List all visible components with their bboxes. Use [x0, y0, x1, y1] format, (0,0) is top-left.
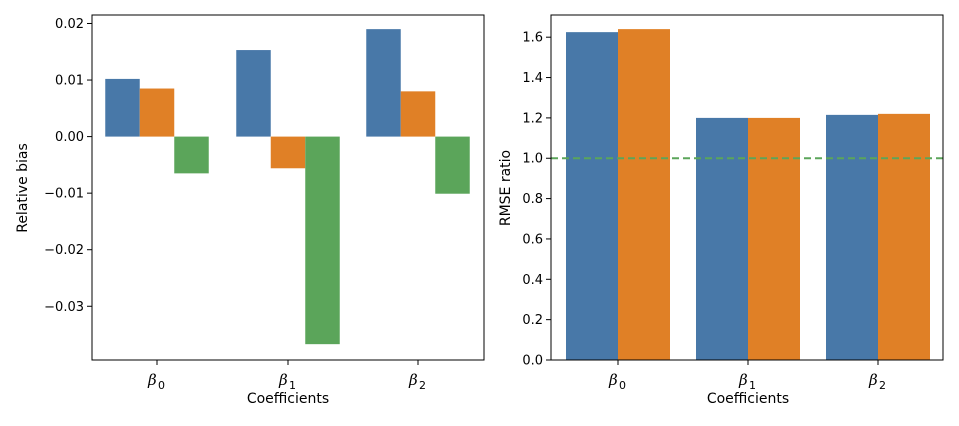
left-ytick-label: −0.01	[44, 187, 84, 202]
right-bar-series-1-cat2	[826, 114, 878, 360]
relative-bias-chart: Relative bias Coefficients −0.03−0.02−0.…	[15, 14, 485, 407]
left-ytick-label: 0.01	[55, 74, 84, 89]
right-xtick-label: β	[868, 371, 878, 389]
left-bar-series-1-cat2	[366, 29, 401, 137]
left-bar-series-3-cat1	[305, 136, 340, 345]
right-bar-series-2-cat1	[748, 117, 800, 360]
right-ytick-label: 0.6	[522, 232, 543, 247]
left-plot-frame	[91, 14, 485, 361]
left-xtick-subscript: 0	[158, 379, 165, 392]
left-bar-series-2-cat1	[270, 136, 306, 169]
right-bar-series-2-cat2	[878, 113, 930, 360]
left-bar-series-2-cat2	[400, 91, 436, 137]
left-ytick-label: 0.02	[55, 17, 84, 32]
right-ytick-label: 0.8	[522, 192, 543, 207]
right-bars	[566, 29, 930, 361]
right-ylabel: RMSE ratio	[498, 150, 514, 226]
left-xtick-subscript: 2	[419, 379, 426, 392]
right-xtick-label: β	[738, 371, 748, 389]
right-ytick-label: 0.0	[522, 354, 543, 369]
right-xlabel: Coefficients	[707, 391, 789, 407]
right-plot-frame	[550, 14, 944, 361]
left-xlabel: Coefficients	[247, 391, 329, 407]
right-xtick-subscript: 0	[619, 379, 626, 392]
left-xtick-label: β	[278, 371, 288, 389]
left-bar-series-3-cat2	[435, 136, 470, 194]
rmse-ratio-chart: RMSE ratio Coefficients 0.0 0.2 0.4 0.6 0.8 1…	[498, 14, 944, 407]
left-ytick-label: −0.03	[44, 300, 84, 315]
left-bar-series-2-cat0	[139, 88, 175, 137]
right-bar-series-1-cat1	[696, 117, 748, 360]
right-bar-series-2-cat0	[618, 29, 670, 361]
left-xtick-subscript: 1	[289, 379, 296, 392]
left-ylabel: Relative bias	[15, 143, 31, 233]
right-ytick-label: 0.4	[522, 273, 543, 288]
right-ytick-label: 1.6	[522, 31, 543, 46]
right-xtick-label: β	[608, 371, 618, 389]
left-ytick-label: −0.02	[44, 243, 84, 258]
left-bar-series-1-cat1	[236, 50, 271, 137]
right-ytick-label: 1.0	[522, 152, 543, 167]
right-ytick-label: 1.4	[522, 71, 543, 86]
left-y-ticks: −0.03 −0.02 −0.01 0.00 0.01 0.02	[44, 17, 92, 315]
left-ytick-label: 0.00	[55, 130, 84, 145]
right-bar-series-1-cat0	[566, 32, 618, 361]
right-ytick-label: 0.2	[522, 313, 543, 328]
left-bar-series-3-cat0	[174, 136, 209, 174]
right-ytick-label: 1.2	[522, 111, 543, 126]
left-xtick-label: β	[408, 371, 418, 389]
left-xtick-label: β	[147, 371, 157, 389]
right-xtick-subscript: 1	[749, 379, 756, 392]
right-y-ticks: 0.0 0.2 0.4 0.6 0.8 1.0 1.2 1.4 1.6	[522, 31, 551, 369]
left-bar-series-1-cat0	[105, 78, 140, 137]
left-bars	[105, 29, 470, 345]
right-xtick-subscript: 2	[879, 379, 886, 392]
